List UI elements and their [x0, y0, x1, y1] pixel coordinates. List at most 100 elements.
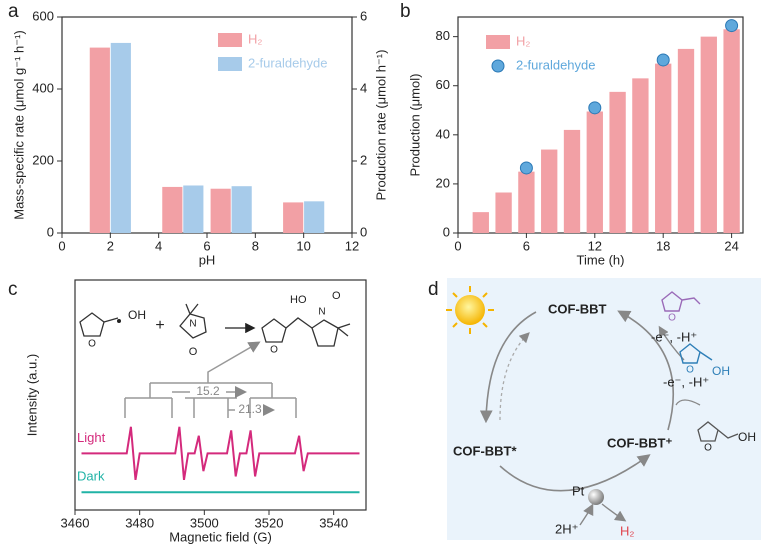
atom-label: O — [668, 313, 676, 324]
atom-label: O — [270, 345, 278, 356]
sun — [446, 286, 494, 334]
bar — [283, 202, 304, 233]
hyperfine-sticks: 15.2 21.3 — [124, 341, 297, 418]
panel-label: a — [8, 1, 19, 22]
bar — [677, 48, 695, 234]
x-tick-label: 4 — [155, 238, 162, 253]
y2-tick-label: 2 — [360, 152, 367, 167]
bar — [563, 129, 581, 233]
y-axis-label: Production (μmol) — [407, 74, 422, 177]
node-label: COF-BBT* — [453, 443, 517, 458]
step-label: -e⁻, -H⁺ — [663, 374, 709, 389]
bar — [162, 186, 183, 233]
bar — [723, 29, 740, 233]
point — [725, 19, 739, 33]
y-tick-label: 60 — [436, 77, 450, 92]
atom-label: O — [332, 290, 341, 302]
x-tick-label: 3500 — [190, 515, 219, 530]
product-label: H₂ — [620, 523, 634, 538]
legend-label: H₂ — [516, 33, 530, 48]
panel-label: c — [8, 279, 18, 300]
y-tick-label: 80 — [436, 28, 450, 43]
point — [656, 53, 670, 67]
reactant-label: 2H⁺ — [555, 521, 578, 536]
bar — [632, 78, 649, 233]
x-tick-label: 12 — [588, 238, 602, 253]
charts: a0 2 4 6 8 10 1202004006000246pHMass-specific … — [8, 1, 744, 544]
legend-swatch — [491, 59, 505, 73]
plus: + — [155, 317, 164, 334]
bar — [231, 186, 252, 233]
panel-label: b — [400, 1, 411, 22]
x-tick-label: 0 — [454, 238, 461, 253]
mechanism-diagram: d COF-BBT COF-BBT* COF-BBT⁺ -e⁻, -H⁺ -e⁻… — [428, 278, 761, 540]
bar — [183, 185, 204, 233]
x-tick-label: 10 — [296, 238, 310, 253]
x-tick-label: 3480 — [125, 515, 154, 530]
y-axis-label: Intensity (a.u.) — [24, 354, 39, 436]
step-label: -e⁻, -H⁺ — [651, 329, 697, 344]
bar — [210, 188, 231, 233]
diagram-background — [447, 278, 761, 540]
atom-label: N — [189, 319, 196, 330]
legend-label: 2-furaldehyde — [516, 57, 596, 72]
bar — [655, 63, 672, 233]
x-tick-label: 24 — [724, 238, 738, 253]
panel-label: d — [428, 279, 439, 300]
atom-label: O — [189, 346, 198, 358]
point — [519, 161, 533, 175]
y-axis-label: Mass-specific rate (μmol g⁻¹ h⁻¹) — [11, 30, 26, 220]
annotation: 21.3 — [238, 402, 262, 416]
bar — [609, 91, 626, 233]
y2-tick-label: 4 — [360, 80, 367, 95]
legend-label: Light — [77, 430, 106, 445]
y2-axis-label: Production rate (μmol h⁻¹) — [373, 50, 388, 201]
x-axis-label: pH — [199, 252, 216, 267]
y2-tick-label: 0 — [360, 224, 367, 239]
y-tick-label: 0 — [443, 224, 450, 239]
x-tick-label: 0 — [58, 238, 65, 253]
legend-label: Dark — [77, 469, 105, 484]
atom-label: O — [704, 443, 712, 454]
bar — [472, 212, 489, 233]
atom-label: OH — [712, 364, 730, 378]
bar — [518, 171, 535, 233]
bar — [541, 149, 558, 233]
atom-label: HO — [290, 294, 307, 306]
line — [81, 426, 360, 481]
atom-label: O — [88, 339, 96, 350]
bar — [586, 111, 603, 233]
legend-label: 2-furaldehyde — [248, 55, 328, 70]
x-tick-label: 8 — [252, 238, 259, 253]
y-tick-label: 200 — [32, 152, 54, 167]
x-tick-label: 2 — [107, 238, 114, 253]
bar — [495, 192, 512, 233]
x-tick-label: 3520 — [255, 515, 284, 530]
x-tick-label: 18 — [656, 238, 670, 253]
bar — [304, 201, 325, 233]
y-tick-label: 600 — [32, 8, 54, 23]
legend-swatch — [218, 33, 242, 47]
bar — [89, 47, 110, 233]
node-label: COF-BBT — [548, 301, 607, 316]
legend-label: H₂ — [248, 31, 262, 46]
point — [588, 101, 602, 115]
y-tick-label: 400 — [32, 80, 54, 95]
y2-tick-label: 6 — [360, 8, 367, 23]
atom-label: N — [318, 307, 325, 318]
plot-frame — [74, 279, 367, 511]
x-tick-label: 3540 — [319, 515, 348, 530]
legend-swatch — [218, 57, 242, 71]
bar — [110, 42, 131, 233]
x-tick-label: 12 — [345, 238, 359, 253]
x-axis-label: Time (h) — [577, 252, 625, 267]
catalyst-label: Pt — [572, 483, 585, 498]
legend-swatch — [486, 35, 510, 49]
bar — [700, 36, 717, 233]
atom-label: OH — [738, 430, 756, 444]
y-tick-label: 20 — [436, 175, 450, 190]
reaction-scheme: O OH + N O O HO N O — [79, 290, 351, 358]
y-tick-label: 0 — [47, 224, 54, 239]
atom-label: O — [686, 365, 694, 376]
